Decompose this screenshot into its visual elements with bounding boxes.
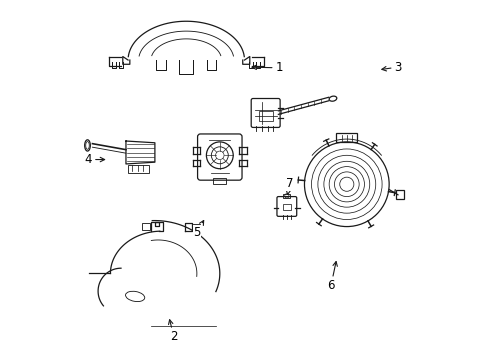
Bar [282,204,290,210]
Text: 6: 6 [326,262,337,292]
Text: 2: 2 [168,320,177,343]
Bar [395,190,403,199]
Ellipse shape [84,140,90,151]
Text: 3: 3 [381,60,401,73]
Text: 4: 4 [84,153,104,166]
Bar [213,178,225,184]
Bar [193,224,199,230]
Bar [127,165,148,173]
Bar [283,194,290,198]
Ellipse shape [328,96,336,101]
Bar [336,133,357,142]
Text: 5: 5 [193,221,203,239]
Text: 1: 1 [251,61,282,74]
Bar [142,224,150,230]
Bar [258,111,272,121]
Text: 7: 7 [285,177,293,194]
